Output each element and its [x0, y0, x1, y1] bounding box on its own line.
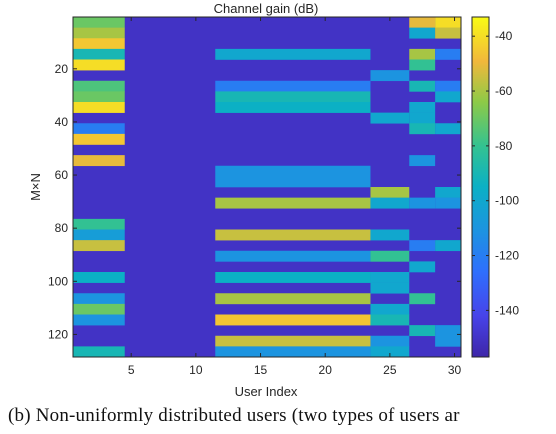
chart-title: Channel gain (dB)	[214, 1, 319, 16]
heatmap-cell	[215, 165, 371, 177]
y-tick-label: 60	[55, 168, 69, 182]
heatmap-cell	[73, 240, 125, 252]
x-tick-label: 30	[448, 363, 462, 377]
heatmap-cell	[215, 48, 371, 60]
y-tick-label: 100	[48, 274, 68, 288]
heatmap-cell	[73, 48, 125, 60]
heatmap-cell	[215, 91, 371, 103]
heatmap-cell	[435, 335, 461, 347]
colorbar-tick-label: -60	[495, 84, 513, 98]
heatmap-cell	[215, 346, 371, 358]
heatmap-cell	[435, 240, 461, 252]
heatmap-cell	[370, 335, 410, 347]
heatmap-cell	[409, 123, 436, 135]
heatmap-cell	[73, 102, 125, 113]
heatmap-cell	[409, 293, 436, 305]
x-tick-label: 25	[383, 363, 397, 377]
heatmap-cell	[215, 80, 371, 92]
heatmap-cell	[73, 27, 125, 39]
heatmap-cell	[73, 133, 125, 145]
heatmap-cell	[73, 91, 125, 103]
heatmap-cell	[73, 346, 125, 358]
y-tick-label: 40	[55, 115, 69, 129]
heatmap-cell	[370, 282, 410, 294]
colorbar-tick-label: -140	[495, 303, 519, 317]
heatmap-cell	[215, 250, 371, 262]
x-tick-label: 10	[189, 363, 203, 377]
heatmap-cell	[215, 314, 371, 326]
x-axis-label: User Index	[235, 384, 298, 399]
heatmap-cell	[409, 261, 436, 273]
heatmap-cell	[409, 155, 436, 167]
heatmap-cell	[370, 187, 410, 198]
heatmap-cell	[73, 59, 125, 71]
colorbar-tick-label: -100	[495, 194, 519, 208]
heatmap-cell	[435, 27, 461, 39]
y-axis-ticks: 20 40 60 80 100 120	[48, 62, 461, 341]
heatmap-cell	[73, 229, 125, 241]
heatmap-cell	[409, 48, 436, 60]
heatmap-cell	[73, 17, 125, 28]
heatmap-cell	[215, 293, 371, 305]
heatmap-cell	[370, 272, 410, 283]
heatmap-cell	[215, 102, 371, 113]
heatmap-cell	[435, 17, 461, 28]
heatmap-cell	[215, 176, 371, 188]
heatmap-cell	[73, 38, 125, 50]
heatmap-cell	[409, 240, 436, 252]
heatmap-cell	[409, 80, 436, 92]
heatmap-cell	[73, 303, 125, 315]
heatmap-cell	[215, 229, 371, 241]
colorbar-tick-label: -40	[495, 29, 513, 43]
heatmap-cell	[370, 197, 410, 209]
heatmap-cell	[435, 80, 461, 92]
colorbar-ticks: -40 -60 -80 -100 -120 -140	[472, 29, 519, 317]
heatmap-cell	[370, 314, 410, 326]
heatmap-cell	[370, 229, 410, 241]
heatmap-cells	[73, 17, 461, 358]
y-tick-label: 120	[48, 327, 68, 341]
heatmap-cell	[409, 17, 436, 28]
y-axis-label: M×N	[28, 173, 43, 201]
heatmap-cell	[73, 218, 125, 230]
heatmap-cell	[215, 272, 371, 283]
heatmap-cell	[409, 197, 436, 209]
y-tick-label: 80	[55, 221, 69, 235]
heatmap-cell	[435, 91, 461, 103]
heatmap-cell	[435, 187, 461, 198]
heatmap-cell	[409, 59, 436, 71]
heatmap-cell	[73, 80, 125, 92]
figure-caption: (b) Non-uniformly distributed users (two…	[8, 405, 460, 426]
heatmap-cell	[409, 27, 436, 39]
heatmap-cell	[435, 123, 461, 135]
y-tick-label: 20	[55, 62, 69, 76]
colorbar	[471, 16, 490, 358]
heatmap-cell	[73, 272, 125, 283]
heatmap-cell	[370, 112, 410, 124]
heatmap-cell	[409, 325, 436, 337]
x-tick-label: 15	[254, 363, 268, 377]
x-tick-label: 20	[319, 363, 333, 377]
heatmap-cell	[370, 70, 410, 82]
heatmap-cell	[409, 102, 436, 113]
colorbar-tick-label: -120	[495, 249, 519, 263]
x-axis-ticks: 5 10 15 20 25 30	[128, 17, 462, 377]
heatmap-cell	[370, 250, 410, 262]
heatmap-cell	[409, 112, 436, 124]
heatmap-cell	[73, 155, 125, 167]
plot-frame	[72, 16, 462, 358]
heatmap-cell	[73, 123, 125, 135]
heatmap-cell	[435, 197, 461, 209]
colorbar-tick-label: -80	[495, 139, 513, 153]
x-tick-label: 5	[128, 363, 135, 377]
heatmap-cell	[370, 303, 410, 315]
heatmap-cell	[435, 325, 461, 337]
heatmap-cell	[215, 335, 371, 347]
heatmap-cell	[435, 48, 461, 60]
heatmap-cell	[370, 346, 410, 358]
heatmap-cell	[73, 293, 125, 305]
heatmap-cell	[73, 314, 125, 326]
heatmap-cell	[215, 197, 371, 209]
